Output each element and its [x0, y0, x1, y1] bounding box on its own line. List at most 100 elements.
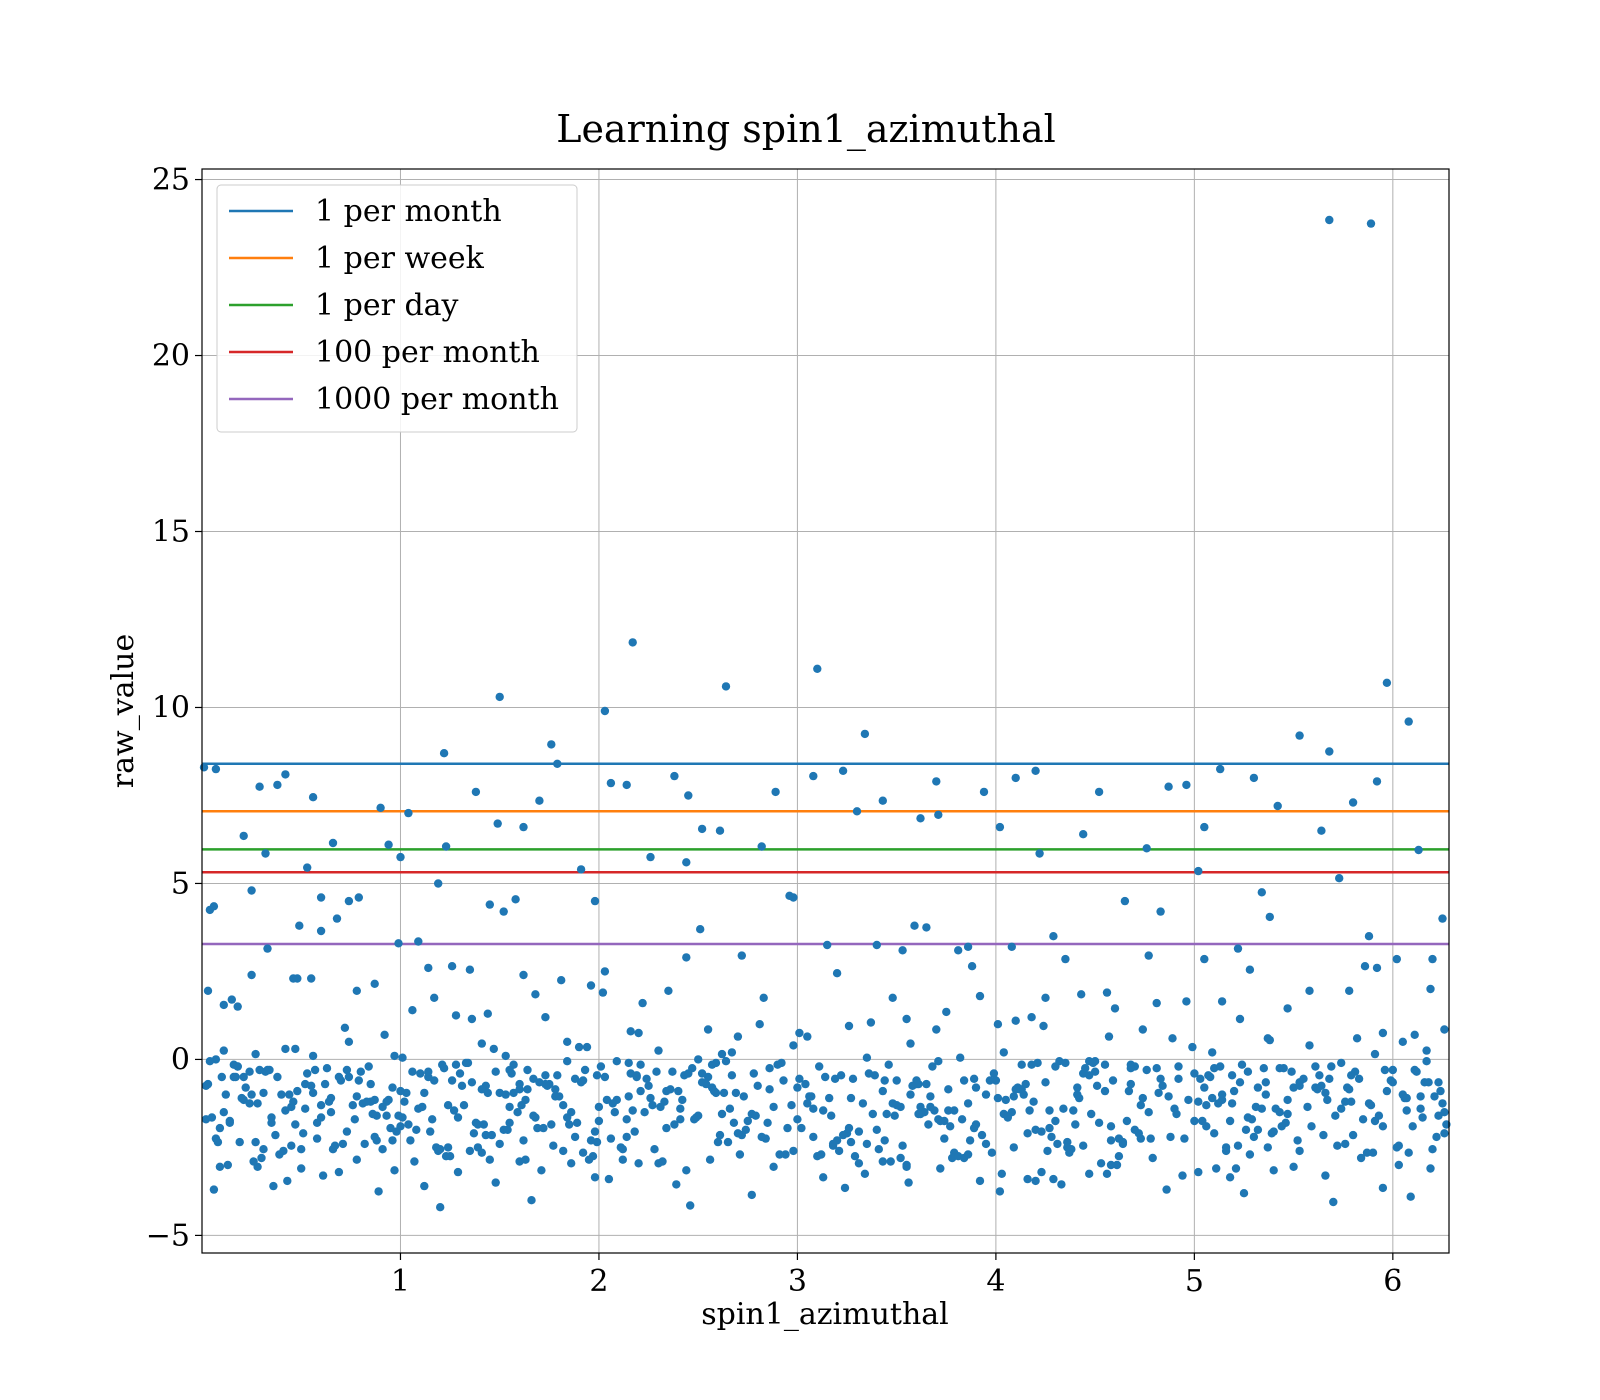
- data-point: [1045, 1123, 1054, 1133]
- data-point: [1323, 1095, 1332, 1105]
- data-point: [219, 1000, 228, 1010]
- data-point: [612, 1057, 621, 1066]
- data-point: [749, 1069, 758, 1078]
- data-point: [398, 1113, 407, 1122]
- data-point: [828, 1139, 838, 1149]
- data-point: [1037, 1127, 1046, 1136]
- data-point: [1321, 1171, 1330, 1180]
- data-point: [1182, 780, 1191, 790]
- x-axis-ticks: 1 2 3 4 5 6: [391, 1253, 1402, 1299]
- data-point: [1398, 1037, 1408, 1047]
- data-point: [1182, 997, 1191, 1006]
- data-point: [1325, 1074, 1334, 1084]
- data-point: [368, 1109, 377, 1119]
- data-point: [370, 1132, 379, 1142]
- data-point: [793, 1115, 802, 1124]
- data-point: [553, 1071, 562, 1080]
- data-point: [969, 1123, 979, 1133]
- data-point: [1162, 1185, 1171, 1194]
- data-point: [269, 1181, 278, 1191]
- data-point: [676, 1115, 685, 1124]
- data-point: [332, 914, 342, 923]
- data-point: [785, 891, 794, 900]
- data-point: [245, 1067, 254, 1076]
- data-point: [922, 1079, 931, 1089]
- data-point: [259, 1145, 268, 1154]
- data-point: [626, 1027, 635, 1036]
- data-point: [493, 819, 502, 828]
- data-point: [426, 1127, 435, 1136]
- data-point: [1438, 914, 1447, 923]
- data-point: [570, 1074, 580, 1084]
- data-point: [676, 1104, 685, 1113]
- data-point: [715, 1130, 725, 1140]
- data-point: [205, 1057, 215, 1066]
- data-point: [414, 937, 423, 946]
- data-point: [396, 852, 405, 862]
- data-point: [971, 1083, 981, 1092]
- data-point: [1382, 678, 1392, 687]
- data-point: [1374, 1111, 1384, 1120]
- data-point: [1025, 1106, 1034, 1115]
- data-point: [697, 824, 707, 834]
- data-point: [334, 1072, 344, 1082]
- grid: [202, 169, 1449, 1253]
- data-point: [1225, 1116, 1235, 1126]
- data-point: [668, 1067, 677, 1076]
- data-point: [1057, 1180, 1066, 1189]
- data-point: [1158, 1081, 1167, 1091]
- data-point: [628, 638, 637, 647]
- data-point: [1196, 1074, 1205, 1084]
- data-point: [424, 1067, 433, 1076]
- data-point: [285, 1090, 294, 1099]
- data-point: [956, 1053, 965, 1062]
- data-point: [854, 1159, 864, 1168]
- data-point: [279, 1146, 288, 1156]
- data-point: [797, 1123, 806, 1133]
- data-point: [1404, 1148, 1413, 1157]
- data-point: [1212, 1164, 1221, 1173]
- data-point: [997, 1169, 1006, 1179]
- data-point: [443, 1143, 453, 1152]
- data-point: [584, 1155, 594, 1164]
- data-point: [580, 1065, 590, 1075]
- data-point: [1027, 1013, 1036, 1022]
- data-point: [697, 1069, 707, 1078]
- data-point: [1337, 1104, 1346, 1113]
- data-point: [289, 974, 298, 983]
- data-point: [1335, 874, 1344, 883]
- data-point: [439, 1064, 449, 1073]
- data-point: [1434, 1078, 1443, 1087]
- data-point: [539, 1123, 548, 1133]
- data-point: [1352, 1034, 1362, 1043]
- data-point: [364, 1062, 373, 1071]
- data-point: [630, 1127, 639, 1136]
- data-point: [408, 1067, 417, 1076]
- data-point: [356, 1067, 365, 1076]
- data-point: [936, 1164, 945, 1173]
- data-point: [1364, 1099, 1374, 1108]
- data-point: [872, 1125, 881, 1135]
- data-point: [1440, 1108, 1449, 1117]
- data-point: [1092, 1081, 1102, 1091]
- data-point: [850, 1152, 860, 1161]
- data-point: [574, 1042, 584, 1052]
- data-point: [281, 770, 290, 779]
- data-point: [1112, 1160, 1122, 1170]
- data-point: [747, 1190, 756, 1200]
- data-point: [267, 1118, 276, 1128]
- data-point: [1100, 1060, 1110, 1069]
- data-point: [902, 1014, 911, 1024]
- data-point: [203, 986, 213, 995]
- data-point: [436, 1145, 445, 1154]
- data-point: [858, 1099, 868, 1108]
- data-point: [390, 1166, 399, 1175]
- data-point: [430, 993, 439, 1002]
- data-point: [1263, 1143, 1273, 1152]
- data-point: [622, 1132, 631, 1142]
- data-point: [1259, 1064, 1269, 1073]
- data-point: [594, 1116, 604, 1126]
- data-point: [523, 1085, 532, 1094]
- data-point: [624, 1058, 633, 1068]
- data-point: [467, 1014, 477, 1024]
